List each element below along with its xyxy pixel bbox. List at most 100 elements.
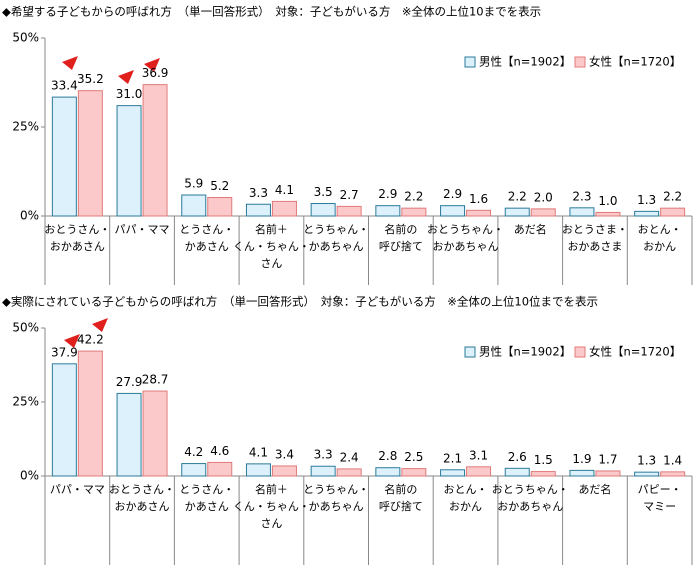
bar (142, 390, 168, 477)
value-label: 42.2 (77, 333, 104, 347)
value-label: 2.1 (443, 451, 462, 465)
bar (207, 196, 233, 217)
arrow-decoration (118, 70, 134, 84)
bar (634, 471, 660, 477)
x-tick-label: くん・ちゃん・ (233, 240, 310, 253)
bar (569, 469, 595, 477)
x-tick-label: おとうちゃん・ (427, 223, 504, 236)
value-label: 33.4 (51, 79, 78, 93)
bar (634, 210, 660, 217)
value-label: 2.7 (340, 188, 359, 202)
x-tick-label: マミー (643, 500, 676, 513)
value-label: 3.4 (275, 447, 294, 461)
value-label: 2.9 (443, 187, 462, 201)
value-label: 4.6 (210, 444, 229, 458)
value-label: 2.0 (534, 190, 553, 204)
bar (595, 470, 621, 477)
x-tick-label: おとうさん・ (44, 223, 110, 236)
x-tick-label: 名前の (384, 482, 417, 496)
x-tick-label: パパ・ママ (115, 223, 170, 236)
legend-label: 女性【n=1720】 (589, 55, 681, 69)
y-tick-label: 0% (20, 469, 39, 483)
bar (207, 461, 233, 477)
bar (466, 466, 492, 477)
value-label: 2.6 (508, 450, 527, 464)
bar (336, 468, 362, 477)
x-tick-label: おとうさん・ (109, 483, 175, 496)
legend-box (460, 50, 680, 74)
bar (375, 205, 401, 217)
legend-swatch (464, 56, 476, 68)
x-tick-label: おかあさん (50, 240, 105, 253)
bar (181, 463, 207, 477)
bar (245, 203, 271, 217)
bar (401, 207, 427, 217)
x-tick-label: あだ名 (514, 222, 547, 236)
y-tick-label: 25% (12, 395, 39, 409)
value-label: 1.6 (469, 192, 488, 206)
x-tick-label: とうさん・ (179, 483, 234, 496)
bar (530, 471, 556, 477)
x-tick-label: 呼び捨て (379, 239, 423, 253)
bar (271, 200, 297, 217)
x-tick-label: おかあさん (115, 500, 170, 513)
x-tick-label: おかん (643, 240, 676, 253)
bar (336, 205, 362, 217)
value-label: 3.3 (314, 448, 333, 462)
value-label: 5.9 (184, 176, 203, 190)
x-tick-label: かあさん (185, 500, 229, 513)
value-label: 5.2 (210, 179, 229, 193)
value-label: 36.9 (142, 66, 169, 80)
bar (77, 90, 103, 217)
x-tick-label: おとうさま・ (562, 223, 628, 236)
legend-swatch (464, 346, 476, 358)
bar (595, 211, 621, 217)
bar (51, 363, 77, 477)
bar (504, 467, 530, 477)
value-label: 1.4 (663, 453, 682, 467)
bar (116, 105, 142, 217)
x-tick-label: かあさん (185, 240, 229, 253)
value-label: 2.2 (508, 190, 527, 204)
legend-swatch (574, 56, 586, 68)
value-label: 3.5 (314, 185, 333, 199)
bar (245, 463, 271, 477)
value-label: 1.0 (598, 194, 617, 208)
x-tick-label: かあちゃん (309, 240, 364, 253)
chart-title: ◆希望する子どもからの呼ばれ方 （単一回答形式） 対象：子どもがいる方 ※全体の… (2, 5, 541, 19)
value-label: 2.3 (572, 189, 591, 203)
x-tick-label: さん (260, 517, 282, 530)
legend-label: 男性【n=1902】 (479, 345, 571, 359)
y-tick-label: 25% (12, 120, 39, 134)
x-tick-label: パパ・ママ (50, 483, 105, 496)
bar (77, 350, 103, 477)
value-label: 1.5 (534, 453, 553, 467)
legend-box (460, 340, 680, 364)
value-label: 35.2 (77, 72, 104, 86)
y-tick-label: 0% (20, 209, 39, 223)
x-tick-label: 名前＋ (255, 222, 288, 236)
value-label: 3.1 (469, 448, 488, 462)
bar (569, 207, 595, 217)
legend-label: 男性【n=1902】 (479, 55, 571, 69)
legend-swatch (574, 346, 586, 358)
x-tick-label: おとうちゃん・ (492, 483, 569, 496)
x-tick-label: パピー・ (638, 483, 682, 496)
x-tick-label: おかあさま (567, 240, 622, 253)
bar (440, 205, 466, 217)
bar (401, 468, 427, 477)
bar (660, 471, 686, 477)
value-label: 28.7 (142, 373, 169, 387)
x-tick-label: とうちゃん・ (303, 483, 369, 496)
x-tick-label: とうちゃん・ (303, 223, 369, 236)
value-label: 2.4 (340, 450, 359, 464)
value-label: 1.3 (637, 454, 656, 468)
bar (51, 96, 77, 217)
x-tick-label: とうさん・ (179, 223, 234, 236)
y-tick-label: 50% (12, 321, 39, 335)
bar (181, 194, 207, 217)
arrow-decoration (64, 334, 80, 348)
bar (440, 469, 466, 477)
bar (466, 209, 492, 217)
value-label: 1.9 (572, 452, 591, 466)
